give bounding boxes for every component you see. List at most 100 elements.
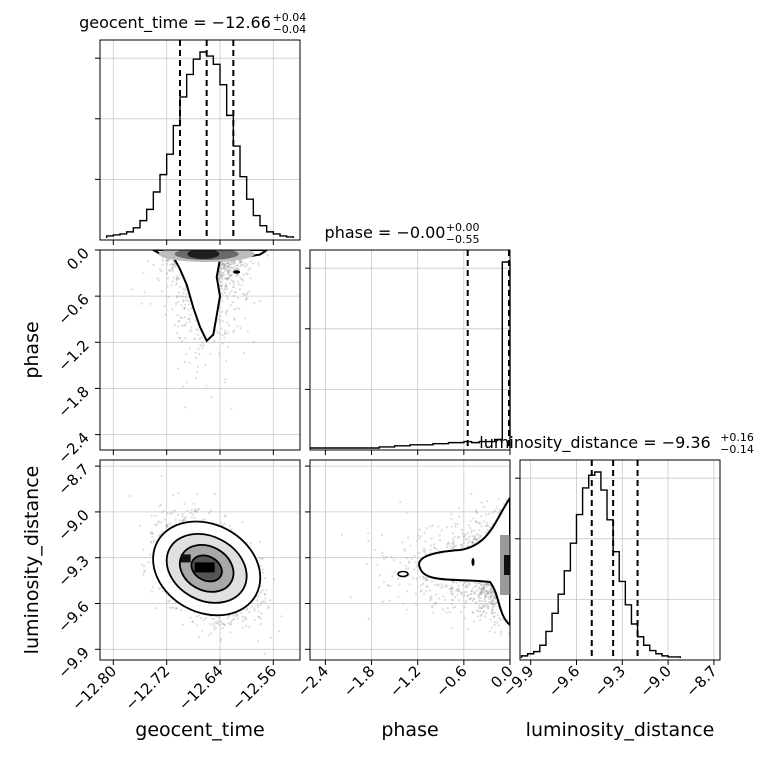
sample-point <box>236 274 239 277</box>
sample-point <box>178 285 182 289</box>
sample-point <box>240 611 243 615</box>
sample-point <box>222 264 225 267</box>
sample-point <box>487 592 490 595</box>
scatter-geocent_time-phase <box>95 249 301 455</box>
sample-point <box>184 303 187 306</box>
sample-point <box>192 502 195 505</box>
sample-point <box>165 524 168 527</box>
sample-point <box>491 511 494 514</box>
sample-point <box>407 536 410 539</box>
sample-point <box>260 557 263 561</box>
sample-point <box>197 333 200 336</box>
sample-point <box>477 522 480 525</box>
sample-point <box>174 518 177 521</box>
sample-point <box>183 502 186 506</box>
sample-point <box>259 299 262 302</box>
sample-point <box>181 519 185 523</box>
sample-point <box>245 608 248 611</box>
sample-point <box>161 259 164 262</box>
sample-point <box>190 516 193 519</box>
sample-point <box>149 540 153 544</box>
sample-point <box>224 264 227 267</box>
sample-point <box>444 598 447 601</box>
sample-point <box>464 585 467 588</box>
sample-point <box>471 540 474 543</box>
sample-point <box>472 517 475 520</box>
sample-point <box>242 279 245 282</box>
sample-point <box>478 600 482 603</box>
sample-point <box>232 294 235 298</box>
sample-point <box>239 327 242 330</box>
sample-point <box>159 533 162 536</box>
sample-points <box>130 250 269 410</box>
sample-point <box>221 262 224 266</box>
sample-point <box>220 285 223 288</box>
sample-point <box>162 510 165 513</box>
sample-point <box>221 292 224 296</box>
sample-point <box>222 266 225 269</box>
sample-point <box>182 324 185 327</box>
sample-point <box>231 266 234 269</box>
sample-point <box>190 330 193 333</box>
sample-point <box>269 636 272 639</box>
sample-point <box>465 586 468 589</box>
sample-point <box>228 261 231 264</box>
sample-point <box>483 588 486 592</box>
sample-point <box>480 592 483 595</box>
sample-point <box>170 263 174 266</box>
sample-point <box>189 313 192 316</box>
sample-point <box>493 603 496 606</box>
sample-point <box>189 616 192 619</box>
sample-point <box>247 268 250 271</box>
sample-point <box>194 509 197 512</box>
sample-point <box>231 263 234 266</box>
sample-point <box>176 367 179 370</box>
sample-point <box>267 605 270 608</box>
sample-point <box>491 603 494 606</box>
sample-point <box>175 331 179 334</box>
sample-point <box>448 611 451 614</box>
sample-point <box>381 534 384 537</box>
sample-point <box>178 336 181 340</box>
sample-point <box>263 652 266 656</box>
sample-point <box>224 311 227 314</box>
sample-point <box>437 597 441 600</box>
sample-point <box>160 521 163 524</box>
sample-point <box>185 353 188 356</box>
sample-point <box>207 511 211 515</box>
sample-point <box>226 270 229 273</box>
sample-point <box>486 590 489 593</box>
sample-point <box>483 597 486 600</box>
sample-point <box>226 264 229 267</box>
sample-point <box>158 268 162 271</box>
sample-point <box>477 529 480 532</box>
sample-point <box>256 640 260 643</box>
sample-point <box>225 268 228 271</box>
sample-point <box>168 512 172 515</box>
sample-point <box>396 577 400 580</box>
sample-point <box>470 592 473 595</box>
sample-point <box>229 273 232 277</box>
sample-point <box>403 548 406 551</box>
sample-point <box>386 584 389 587</box>
sample-point <box>480 583 483 586</box>
sample-point <box>224 515 227 518</box>
sample-point <box>483 586 486 590</box>
sample-point <box>234 261 237 264</box>
sample-point <box>229 266 232 269</box>
sample-point <box>166 285 169 288</box>
sample-point <box>387 584 390 587</box>
sample-point <box>171 263 175 266</box>
sample-point <box>469 527 472 530</box>
sample-point <box>257 610 260 613</box>
sample-point <box>269 599 272 602</box>
sample-point <box>277 630 281 633</box>
sample-point <box>149 531 152 534</box>
sample-point <box>221 622 224 626</box>
sample-point <box>158 587 161 590</box>
sample-point <box>238 276 242 279</box>
sample-point <box>197 347 200 350</box>
sample-point <box>207 634 210 637</box>
sample-point <box>149 302 152 305</box>
sample-point <box>490 593 493 596</box>
